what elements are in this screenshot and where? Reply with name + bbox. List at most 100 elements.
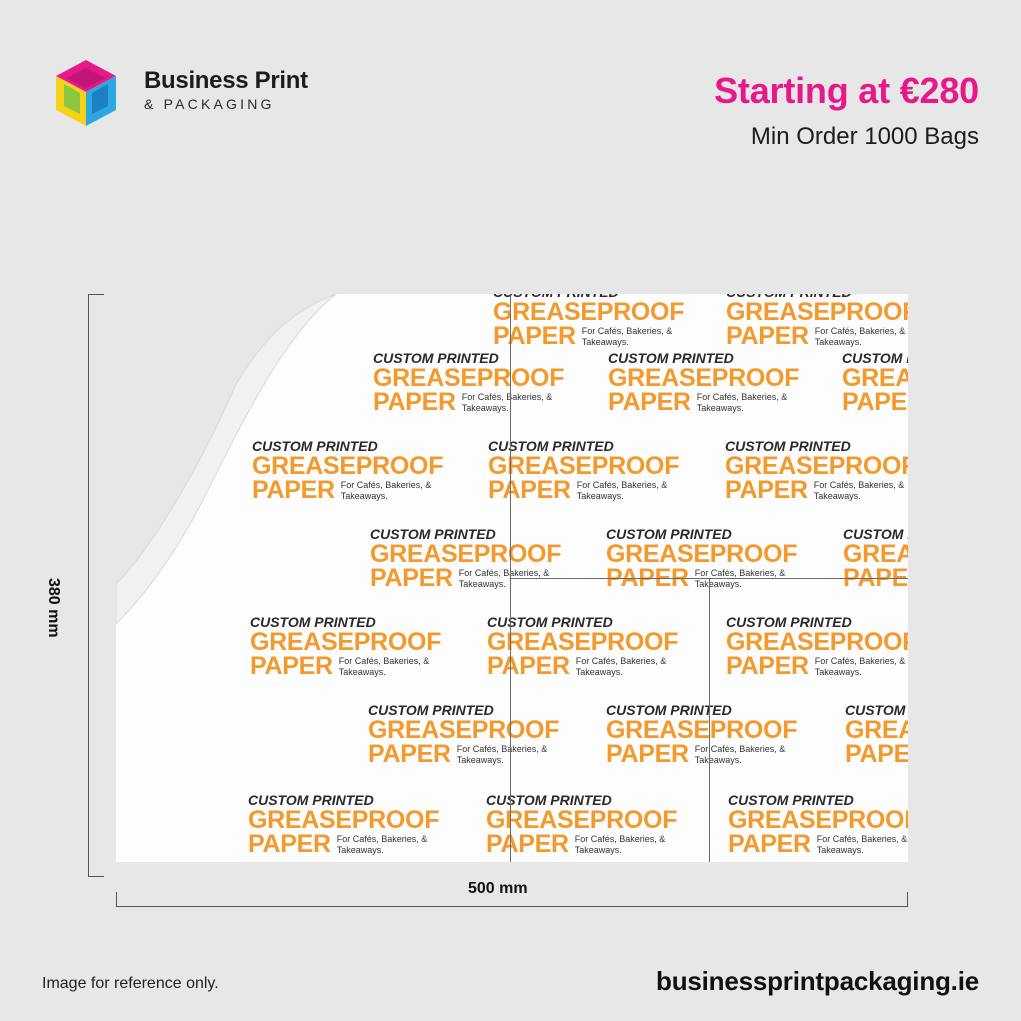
tile-line2: GREASEPROOF bbox=[726, 628, 908, 656]
tile-line2: GREASEPROOF bbox=[486, 806, 678, 834]
brand: Business Print & PACKAGING bbox=[144, 67, 308, 113]
tile-line3: PAPER bbox=[368, 740, 451, 768]
tile-line1: CUSTOM PRINTED bbox=[493, 294, 703, 300]
tile-line4: For Cafés, Bakeries, & Takeaways. bbox=[461, 392, 553, 413]
tile-line3: PAPER bbox=[486, 830, 569, 858]
tile-line2: GREASEPROOF bbox=[845, 716, 908, 744]
fold-guide-line bbox=[709, 578, 710, 862]
tile-line4: For Cafés, Bakeries, & Takeaways. bbox=[694, 744, 786, 765]
tile-line1: CUSTOM PRINTED bbox=[843, 526, 908, 542]
width-dimension-line bbox=[116, 906, 908, 907]
tile-line4: For Cafés, Bakeries, & Takeaways. bbox=[574, 834, 666, 855]
tile-line2: GREASEPROOF bbox=[370, 540, 562, 568]
tile-line4: For Cafés, Bakeries, & Takeaways. bbox=[814, 326, 906, 347]
tile-line4: For Cafés, Bakeries, & Takeaways. bbox=[816, 834, 908, 855]
height-dimension-line bbox=[88, 294, 89, 876]
tile-line3: PAPER bbox=[728, 830, 811, 858]
tile-line1: CUSTOM PRINTED bbox=[248, 792, 374, 808]
tile-line2: GREASEPROOF bbox=[368, 716, 560, 744]
tile-line3: PAPER bbox=[250, 652, 333, 680]
brand-logo-icon bbox=[56, 60, 116, 126]
min-order-text: Min Order 1000 Bags bbox=[750, 123, 979, 150]
tile-line3: PAPER bbox=[726, 652, 809, 680]
tile-line2: GREASEPROOF bbox=[728, 806, 908, 834]
tile-line3: PAPER bbox=[842, 388, 908, 416]
tile-line4: For Cafés, Bakeries, & Takeaways. bbox=[813, 480, 905, 501]
tile-line1: CUSTOM PRINTED bbox=[252, 438, 378, 454]
tile-line1: CUSTOM PRINTED bbox=[842, 350, 908, 366]
tile-line3: PAPER bbox=[373, 388, 456, 416]
tile-line1: CUSTOM PRINTED bbox=[370, 526, 496, 542]
tile-line2: GREASEPROOF bbox=[493, 298, 685, 326]
brand-subtitle: & PACKAGING bbox=[144, 96, 275, 112]
tile-line1: CUSTOM PRINTED bbox=[368, 702, 494, 718]
tile-line4: For Cafés, Bakeries, & Takeaways. bbox=[696, 392, 788, 413]
tile-line1: CUSTOM PRINTED bbox=[606, 702, 732, 718]
tile-line3: PAPER bbox=[370, 564, 453, 592]
tile-line4: For Cafés, Bakeries, & Takeaways. bbox=[456, 744, 548, 765]
tile-line4: For Cafés, Bakeries, & Takeaways. bbox=[458, 568, 550, 589]
tile-line4: For Cafés, Bakeries, & Takeaways. bbox=[338, 656, 430, 677]
width-label: 500 mm bbox=[468, 880, 528, 897]
tile-line2: GREASEPROOF bbox=[250, 628, 442, 656]
tile-line3: PAPER bbox=[725, 476, 808, 504]
tile-line2: GREASEPROOF bbox=[488, 452, 680, 480]
tile-line1: CUSTOM PRINTED bbox=[606, 526, 732, 542]
tile-line2: GREASEPROOF bbox=[843, 540, 908, 568]
tile-line4: For Cafés, Bakeries, & Takeaways. bbox=[575, 656, 667, 677]
tile-line2: GREASEPROOF bbox=[248, 806, 440, 834]
tile-line3: PAPER bbox=[493, 322, 576, 350]
tile-line4: For Cafés, Bakeries, & Takeaways. bbox=[340, 480, 432, 501]
tile-line3: PAPER bbox=[726, 322, 809, 350]
tile-line1: CUSTOM PRINTED bbox=[726, 614, 852, 630]
tile-line1: CUSTOM PRINTED bbox=[487, 614, 613, 630]
tile-line1: CUSTOM PRINTED bbox=[608, 350, 734, 366]
tile-line3: PAPER bbox=[488, 476, 571, 504]
tile-line4: For Cafés, Bakeries, & Takeaways. bbox=[694, 568, 786, 589]
tile-line2: GREASEPROOF bbox=[606, 540, 798, 568]
tile-line1: CUSTOM PRINTED bbox=[845, 702, 908, 718]
tile-line1: CUSTOM PRINTED bbox=[726, 294, 908, 300]
tile-line3: PAPER bbox=[487, 652, 570, 680]
tile-line3: PAPER bbox=[606, 740, 689, 768]
brand-name: Business Print bbox=[144, 67, 308, 94]
tile-line1: CUSTOM PRINTED bbox=[728, 792, 854, 808]
tile-line2: GREASEPROOF bbox=[725, 452, 908, 480]
tile-line3: PAPER bbox=[845, 740, 908, 768]
tile-line2: GREASEPROOF bbox=[252, 452, 444, 480]
website-link[interactable]: businessprintpackaging.ie bbox=[656, 966, 979, 996]
tile-line2: GREASEPROOF bbox=[842, 364, 908, 392]
tile-line3: PAPER bbox=[608, 388, 691, 416]
tile-line1: CUSTOM PRINTED bbox=[725, 438, 851, 454]
tile-line1: CUSTOM PRINTED bbox=[486, 792, 612, 808]
folded-corner bbox=[116, 294, 337, 625]
tile-line2: GREASEPROOF bbox=[487, 628, 679, 656]
tile-line1: CUSTOM PRINTED bbox=[373, 350, 499, 366]
tile-line4: For Cafés, Bakeries, & Takeaways. bbox=[576, 480, 668, 501]
tile-line4: For Cafés, Bakeries, & Takeaways. bbox=[336, 834, 428, 855]
tile-line2: GREASEPROOF bbox=[606, 716, 798, 744]
tile-line1: CUSTOM PRINTED bbox=[488, 438, 614, 454]
tile-line4: For Cafés, Bakeries, & Takeaways. bbox=[814, 656, 906, 677]
tile-line4: For Cafés, Bakeries, & Takeaways. bbox=[581, 326, 673, 347]
tile-line2: GREASEPROOF bbox=[726, 298, 908, 326]
price-heading: Starting at €280 bbox=[714, 70, 979, 111]
